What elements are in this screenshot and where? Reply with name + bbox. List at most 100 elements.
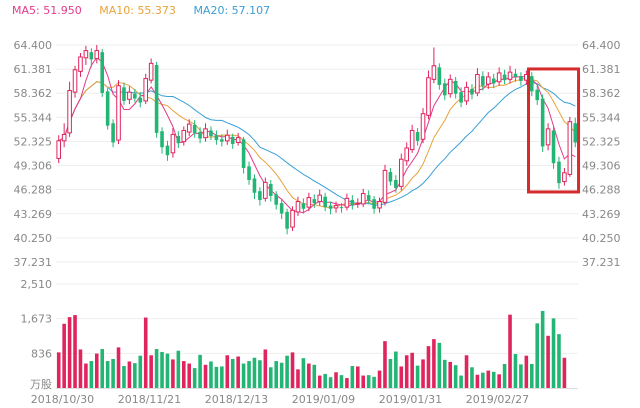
volume-bar bbox=[220, 366, 224, 388]
price-tick-left: 46.288 bbox=[14, 184, 53, 197]
legend-ma10-name: MA10 bbox=[99, 4, 131, 17]
volume-bar bbox=[486, 370, 491, 388]
volume-bar bbox=[181, 361, 186, 388]
highlight-box bbox=[527, 67, 581, 194]
volume-bar bbox=[524, 355, 529, 388]
candle-body-up bbox=[78, 56, 83, 72]
candle-body-down bbox=[301, 203, 306, 209]
volume-bar bbox=[312, 364, 317, 388]
candle-body-down bbox=[198, 132, 202, 139]
volume-bar bbox=[508, 314, 512, 388]
volume-bar bbox=[176, 350, 181, 388]
volume-bar bbox=[432, 339, 436, 388]
candle-body-up bbox=[485, 76, 491, 85]
candle-body-up bbox=[181, 129, 187, 143]
candle-body-up bbox=[83, 50, 89, 59]
volume-bar bbox=[529, 363, 534, 388]
legend-ma20-name: MA20 bbox=[193, 4, 225, 17]
ma20-line bbox=[58, 81, 576, 206]
candle-body-down bbox=[209, 130, 213, 137]
candle-body-up bbox=[170, 133, 176, 154]
date-label: 2019/01/09 bbox=[292, 393, 355, 406]
volume-bar bbox=[546, 335, 550, 388]
candle-body-down bbox=[339, 207, 344, 209]
candle-body-down bbox=[138, 97, 143, 103]
volume-bar bbox=[241, 363, 246, 388]
candle-body-up bbox=[61, 133, 67, 142]
candle-body-up bbox=[409, 129, 415, 151]
candle-body-down bbox=[220, 139, 224, 142]
volume-bar bbox=[301, 358, 306, 388]
volume-bar bbox=[551, 318, 556, 388]
candle-body-down bbox=[491, 78, 496, 84]
candle-body-up bbox=[507, 71, 513, 80]
volume-bar bbox=[116, 347, 121, 388]
volume-bar bbox=[317, 375, 322, 388]
volume-bar bbox=[355, 366, 360, 388]
candle-body-down bbox=[323, 196, 327, 208]
price-tick-left: 40.250 bbox=[14, 232, 53, 245]
volume-bar bbox=[519, 364, 523, 388]
candle-body-up bbox=[186, 123, 192, 133]
volume-bar bbox=[100, 349, 105, 388]
volume-bar bbox=[187, 363, 192, 388]
candle-body-down bbox=[366, 195, 371, 200]
price-tick-right: 49.306 bbox=[582, 160, 621, 173]
candle-body-up bbox=[116, 85, 121, 141]
volume-bar bbox=[459, 375, 463, 388]
volume-bar bbox=[442, 359, 447, 388]
volume-bar bbox=[394, 351, 398, 388]
volume-bar bbox=[307, 363, 311, 388]
volume-bar bbox=[198, 354, 202, 388]
volume-bar bbox=[388, 358, 393, 388]
candle-body-down bbox=[122, 87, 126, 101]
price-tick-left: 58.362 bbox=[14, 87, 53, 100]
volume-bar bbox=[247, 361, 251, 388]
candle-body-up bbox=[224, 134, 230, 142]
candle-body-up bbox=[203, 128, 208, 139]
volume-bar bbox=[258, 360, 262, 388]
volume-bar bbox=[263, 349, 268, 388]
candle-body-down bbox=[513, 73, 518, 77]
volume-bar bbox=[111, 358, 115, 388]
candle-body-down bbox=[247, 166, 251, 180]
volume-unit-label: 万股 bbox=[30, 378, 52, 391]
candle-body-up bbox=[426, 77, 431, 116]
candle-body-up bbox=[143, 78, 149, 102]
candle-body-down bbox=[279, 203, 284, 214]
volume-bar bbox=[383, 341, 387, 388]
candle-body-up bbox=[567, 121, 573, 175]
volume-bar bbox=[557, 334, 561, 388]
candle-body-down bbox=[192, 124, 197, 133]
candle-body-down bbox=[551, 130, 556, 164]
candle-body-down bbox=[470, 88, 474, 95]
volume-bar bbox=[73, 315, 77, 388]
volume-bar bbox=[138, 355, 143, 388]
volume-bar bbox=[334, 372, 338, 388]
candle-body-up bbox=[377, 201, 382, 209]
volume-bar bbox=[339, 375, 344, 388]
legend-ma10: MA10: 55.373 bbox=[99, 4, 176, 17]
volume-bar bbox=[328, 377, 333, 388]
candle-body-up bbox=[382, 169, 388, 203]
volume-bar bbox=[562, 357, 567, 388]
candle-body-down bbox=[111, 123, 115, 143]
volume-bar bbox=[448, 361, 453, 388]
date-label: 2018/12/13 bbox=[205, 393, 268, 406]
price-tick-left: 55.344 bbox=[14, 111, 53, 124]
price-tick-left: 37.231 bbox=[14, 256, 53, 269]
candle-body-down bbox=[372, 199, 376, 209]
volume-bar bbox=[160, 351, 164, 388]
candle-body-down bbox=[268, 183, 273, 196]
candle-body-up bbox=[562, 172, 567, 183]
candle-body-up bbox=[127, 91, 132, 100]
price-tick-right: 46.288 bbox=[582, 184, 621, 197]
price-tick-left: 64.400 bbox=[14, 39, 53, 52]
candle-body-down bbox=[312, 199, 317, 204]
volume-bar bbox=[410, 352, 414, 388]
volume-bar bbox=[497, 374, 501, 388]
volume-bar bbox=[296, 369, 300, 388]
candle-body-up bbox=[235, 137, 241, 143]
volume-bar bbox=[453, 365, 458, 388]
